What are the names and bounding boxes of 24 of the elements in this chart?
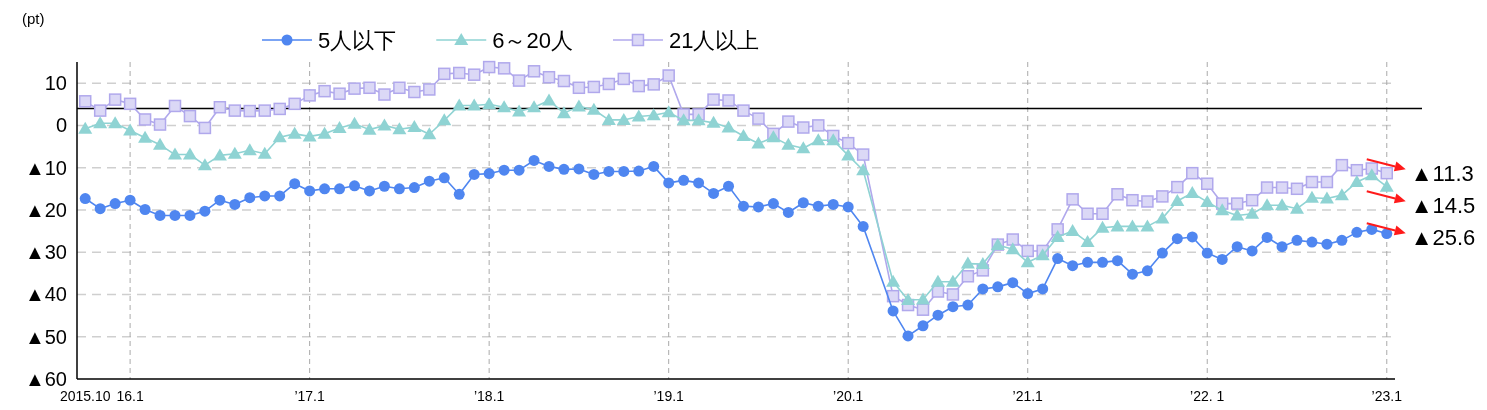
y-tick-label: ▲60 — [24, 368, 67, 390]
x-tick-label: ’23.1 — [1371, 388, 1403, 404]
y-tick-label: 10 — [44, 72, 67, 95]
x-tick-label: ’22. 1 — [1190, 388, 1225, 404]
x-tick-label: 16.1 — [116, 388, 144, 404]
x-tick-label: ’20.1 — [833, 388, 864, 404]
legend-label: 5人以下 — [318, 28, 397, 53]
y-tick-label: ▲10 — [24, 156, 67, 179]
y-tick-label: ▲30 — [24, 241, 67, 264]
legend-label: 21人以上 — [668, 28, 760, 53]
x-tick-label: 2015.10 — [59, 388, 111, 404]
x-tick-label: ’21.1 — [1012, 388, 1044, 404]
legend-label: 6～20人 — [492, 28, 573, 53]
y-tick-label: ▲20 — [24, 198, 67, 221]
y-tick-label: ▲40 — [24, 283, 67, 306]
annotation: ▲11.3 — [1410, 161, 1474, 187]
y-tick-label: 0 — [55, 114, 67, 137]
y-axis-title: (pt) — [22, 10, 45, 27]
x-tick-label: ’18.1 — [473, 388, 505, 404]
y-tick-label: ▲50 — [24, 325, 67, 348]
x-tick-label: ’17.1 — [294, 388, 326, 404]
annotation: ▲14.5 — [1410, 193, 1476, 219]
x-tick-label: ’19.1 — [653, 388, 685, 404]
annotation: ▲25.6 — [1410, 225, 1476, 251]
